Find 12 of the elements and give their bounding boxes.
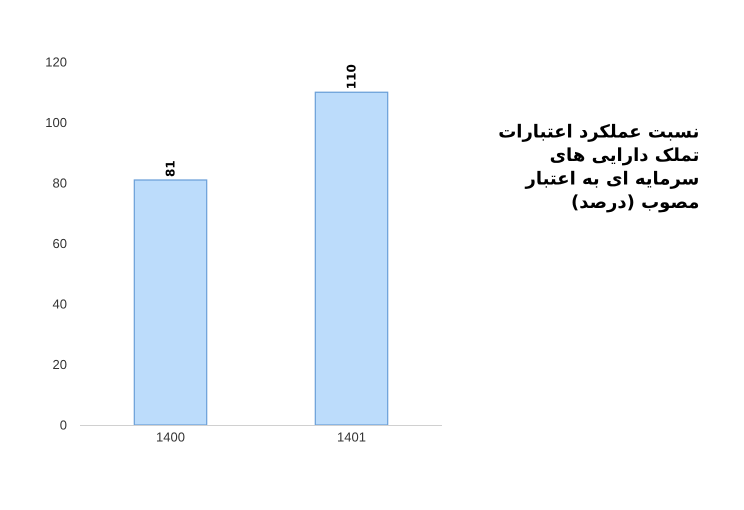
y-tick-label: 100 bbox=[45, 115, 67, 130]
y-tick-label: 0 bbox=[60, 418, 67, 433]
text: نسبت عملکرد اعتبارات تملک دارایی های سرمایه ای به اعتبار مصوب (درصد) bbox=[498, 122, 700, 213]
x-tick-label: 1400 bbox=[156, 430, 185, 445]
y-tick-label: 120 bbox=[45, 54, 67, 70]
y-tick-label: 60 bbox=[52, 236, 67, 252]
y-tick-label: 40 bbox=[52, 296, 67, 312]
data-label: 81 bbox=[164, 160, 178, 177]
y-tick-label: 20 bbox=[52, 357, 67, 372]
y-tick-label: 80 bbox=[52, 176, 67, 191]
x-tick-label: 1401 bbox=[337, 430, 366, 445]
data-label: 110 bbox=[344, 64, 358, 90]
